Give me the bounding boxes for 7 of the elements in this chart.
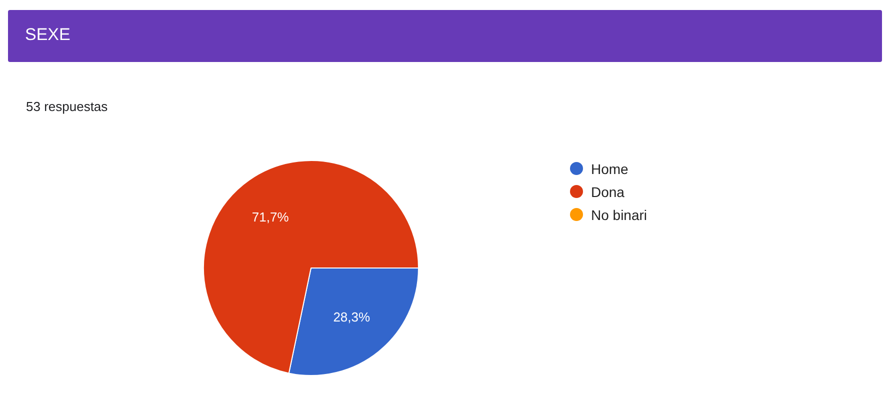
data-label: 71,7% [252, 209, 290, 224]
legend-label: Home [591, 160, 628, 176]
header-banner: SEXE [8, 10, 882, 62]
legend-label: No binari [591, 206, 648, 222]
text: 53 respuestas [26, 99, 108, 114]
legend-label: Dona [591, 184, 624, 200]
data-label: 28,3% [333, 310, 371, 325]
